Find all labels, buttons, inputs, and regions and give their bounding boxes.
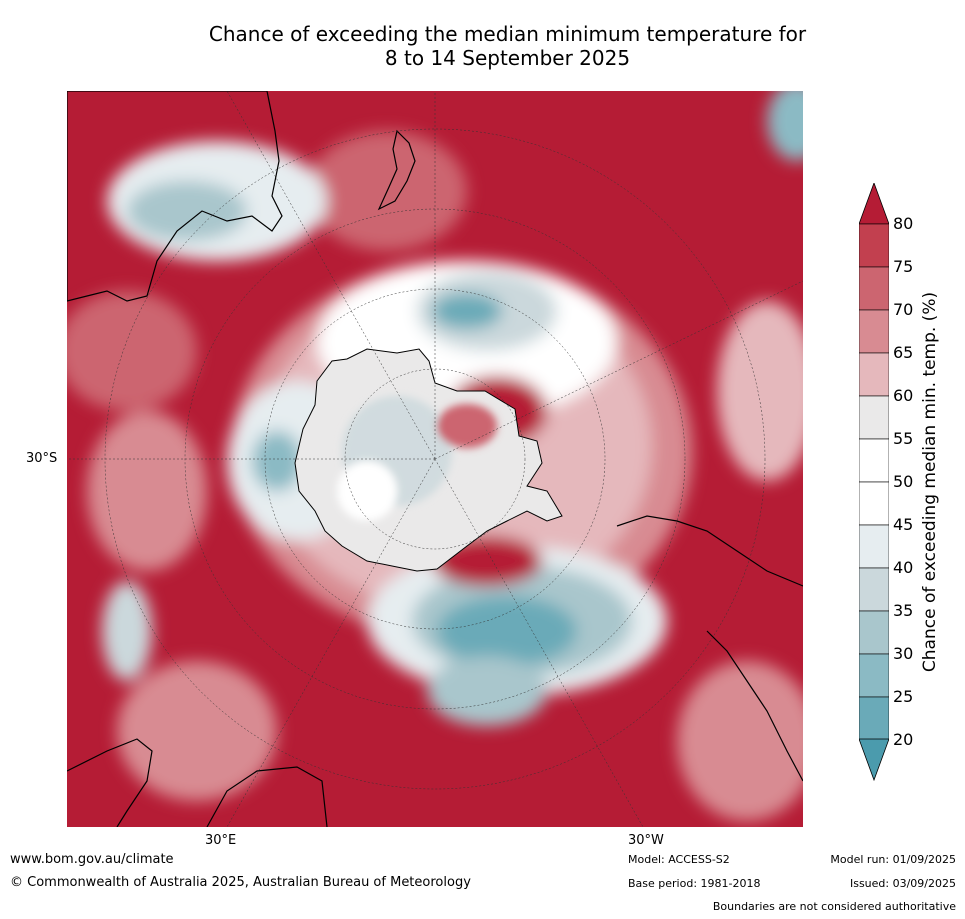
africa-coastline [67, 738, 153, 827]
colorbar-tick-label: 50 [893, 472, 914, 491]
colorbar-tick-label: 70 [893, 300, 914, 319]
colorbar-band [859, 395, 889, 440]
colorbar-band [859, 438, 889, 483]
map-title: Chance of exceeding the median minimum t… [180, 22, 835, 70]
model-text: Model: ACCESS-S2 [628, 853, 730, 866]
colorbar-tick-label: 45 [893, 515, 914, 534]
colorbar-band [859, 352, 889, 397]
title-line-2: 8 to 14 September 2025 [384, 46, 631, 70]
base-period-text: Base period: 1981-2018 [628, 877, 761, 890]
colorbar-band [859, 524, 889, 569]
antarctica-shading [337, 396, 497, 521]
colorbar-tick-label: 60 [893, 386, 914, 405]
longitude-label-west: 30°W [628, 833, 664, 848]
colorbar-bottom-extend [859, 738, 889, 781]
colorbar-band [859, 309, 889, 354]
colorbar-tick-label: 20 [893, 730, 914, 749]
colorbar [859, 183, 889, 781]
colorbar-tick-label: 30 [893, 644, 914, 663]
colorbar-band [859, 696, 889, 741]
graticule [67, 91, 803, 827]
colorbar-tick-label: 80 [893, 214, 914, 233]
colorbar-band [859, 266, 889, 311]
africa-coastline-2 [206, 766, 328, 827]
title-line-1: Chance of exceeding the median minimum t… [208, 22, 807, 46]
australia-coastline [67, 91, 283, 302]
colorbar-tick-label: 65 [893, 343, 914, 362]
new-zealand-coastline [377, 129, 416, 211]
colorbar-band [859, 481, 889, 526]
latitude-label: 30°S [26, 451, 58, 466]
issued-text: Issued: 03/09/2025 [849, 877, 956, 890]
website-text: www.bom.gov.au/climate [10, 852, 174, 867]
colorbar-svg [859, 183, 889, 781]
disclaimer-text: Boundaries are not considered authoritat… [712, 900, 956, 913]
copyright-text: © Commonwealth of Australia 2025, Austra… [10, 875, 471, 890]
south-america-coastline-2 [706, 630, 803, 782]
colorbar-tick-label: 75 [893, 257, 914, 276]
colorbar-tick-label: 40 [893, 558, 914, 577]
colorbar-tick-label: 55 [893, 429, 914, 448]
colorbar-tick-label: 25 [893, 687, 914, 706]
colorbar-band [859, 610, 889, 655]
probability-map [67, 91, 803, 827]
colorbar-band [859, 653, 889, 698]
colorbar-band [859, 567, 889, 612]
colorbar-title: Chance of exceeding median min. temp. (%… [920, 291, 940, 673]
map-svg [67, 91, 803, 827]
colorbar-top-extend [859, 183, 889, 225]
model-run-text: Model run: 01/09/2025 [830, 853, 956, 866]
colorbar-band [859, 223, 889, 268]
longitude-label-east: 30°E [205, 833, 237, 848]
colorbar-tick-label: 35 [893, 601, 914, 620]
south-america-coastline [616, 515, 803, 587]
